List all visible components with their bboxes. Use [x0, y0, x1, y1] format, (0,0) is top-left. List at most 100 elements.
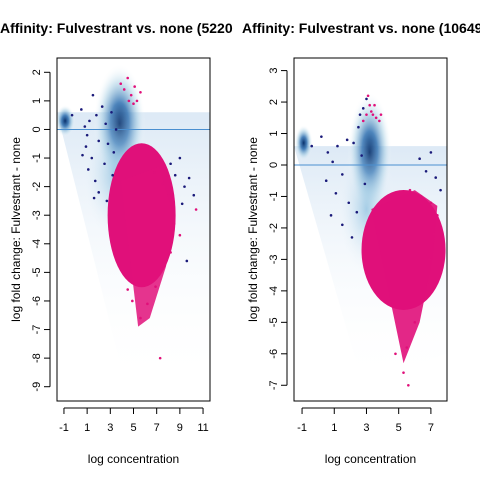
- data-point: [407, 383, 410, 387]
- data-point: [134, 153, 138, 157]
- data-point: [394, 352, 397, 356]
- data-point: [81, 153, 84, 157]
- data-point: [135, 99, 139, 103]
- y-tick-label: -7: [31, 325, 43, 335]
- y-tick-label: -5: [268, 317, 280, 327]
- data-point: [106, 142, 110, 146]
- data-point: [132, 102, 135, 106]
- plot-frame: [56, 57, 211, 402]
- data-point: [153, 171, 156, 174]
- data-point: [361, 119, 365, 123]
- data-point: [373, 103, 376, 107]
- data-point: [104, 122, 107, 126]
- data-point: [154, 285, 157, 288]
- data-point: [110, 111, 113, 114]
- data-point: [169, 162, 172, 166]
- y-axis-label: log fold change: Fulvestrant - none: [246, 137, 260, 322]
- data-point: [70, 113, 74, 117]
- data-point: [421, 299, 425, 302]
- data-point: [192, 193, 196, 197]
- data-point: [326, 151, 330, 154]
- data-point: [131, 299, 134, 303]
- data-point: [166, 193, 170, 197]
- data-point: [413, 321, 417, 324]
- data-point: [183, 185, 186, 188]
- data-point: [365, 113, 368, 116]
- data-point: [365, 97, 368, 101]
- data-point: [133, 85, 136, 88]
- data-point: [418, 157, 421, 160]
- data-point: [88, 119, 91, 123]
- data-point: [180, 202, 184, 206]
- data-point: [336, 144, 339, 148]
- y-tick-label: -7: [268, 380, 280, 390]
- y-tick-label: -3: [268, 255, 280, 265]
- x-tick-label: -1: [59, 422, 69, 434]
- data-point: [160, 265, 163, 268]
- density-blob: [294, 124, 313, 161]
- y-tick-label: 1: [31, 98, 43, 104]
- y-tick-label: 3: [268, 68, 280, 74]
- data-point: [429, 201, 433, 205]
- x-tick-label: 5: [396, 422, 402, 434]
- data-point: [97, 139, 101, 143]
- data-point: [178, 233, 182, 237]
- x-tick-label: 3: [363, 422, 369, 434]
- y-axis-label: log fold change: Fulvestrant - none: [9, 137, 23, 322]
- data-point: [347, 201, 351, 205]
- series-1: [310, 97, 442, 239]
- pink-cloud: [361, 189, 446, 364]
- data-point: [92, 196, 96, 200]
- y-tick-label: -6: [31, 296, 43, 306]
- y-tick-label: -5: [31, 267, 43, 277]
- y-tick-label: 2: [31, 69, 43, 75]
- data-point: [125, 176, 128, 180]
- x-tick-label: 9: [177, 422, 183, 434]
- data-point: [368, 103, 371, 107]
- data-point: [378, 119, 381, 123]
- x-axis: -1 1 3 5 7 9 11: [59, 407, 209, 434]
- data-point: [357, 125, 360, 129]
- data-point: [371, 113, 375, 116]
- data-point: [83, 125, 87, 128]
- data-point: [85, 133, 89, 137]
- y-tick-label: -4: [31, 239, 43, 249]
- data-point: [436, 214, 439, 217]
- data-point: [424, 169, 428, 173]
- data-point: [122, 88, 126, 91]
- data-point: [129, 93, 133, 97]
- series-2: [119, 76, 198, 360]
- panel-1: -1 1 3 5 7 9 11 2 1 0 -1 -2 -3 -4 -5 -6 -7 -8 -9 log concen…: [0, 20, 233, 466]
- data-point: [331, 160, 334, 164]
- plot-frame: [293, 57, 448, 402]
- data-point: [103, 162, 106, 166]
- data-point: [139, 316, 142, 320]
- data-point: [379, 113, 383, 116]
- x-tick-label: 7: [428, 422, 434, 434]
- y-tick-label: -9: [31, 382, 43, 392]
- data-point: [361, 107, 365, 110]
- data-point: [355, 210, 359, 214]
- data-point: [169, 251, 172, 254]
- panel-2: -1 1 3 5 7 3 2 1 0 -1 -2 -3 -4 -5 -6 -7 log concentratio…: [242, 20, 480, 466]
- data-point: [320, 135, 323, 138]
- data-point: [173, 173, 177, 177]
- x-axis: -1 1 3 5 7: [297, 407, 434, 434]
- data-point: [126, 288, 130, 291]
- x-tick-label: 5: [130, 422, 136, 434]
- x-tick-label: 3: [107, 422, 113, 434]
- x-tick-label: 7: [154, 422, 160, 434]
- data-point: [341, 173, 344, 176]
- series-1: [70, 93, 196, 263]
- data-point: [366, 94, 370, 98]
- data-point: [427, 258, 431, 261]
- data-point: [352, 141, 355, 145]
- x-axis-label: log concentration: [88, 452, 179, 466]
- data-point: [360, 154, 363, 157]
- data-point: [358, 113, 362, 116]
- data-point: [363, 182, 367, 186]
- data-point: [439, 188, 442, 192]
- data-point: [158, 356, 162, 360]
- data-point: [114, 128, 118, 131]
